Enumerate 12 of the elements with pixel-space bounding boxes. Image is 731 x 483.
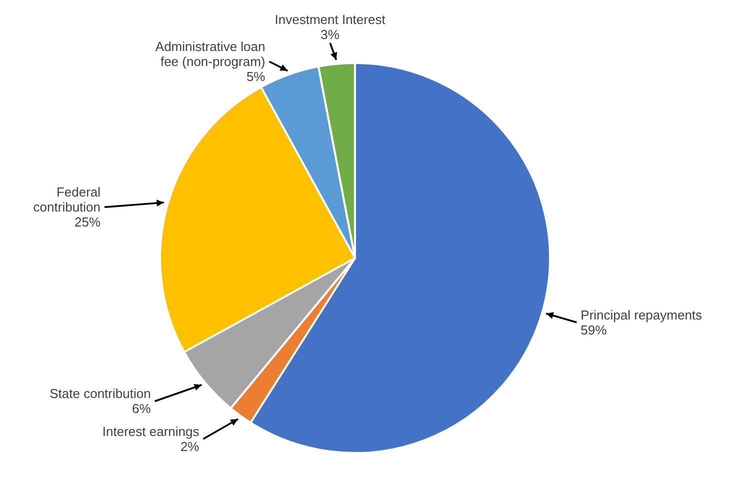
- slice-label: State contribution: [50, 386, 151, 402]
- slice-label: Administrative loan fee (non-program): [155, 39, 266, 70]
- data-label: 3%: [320, 26, 340, 42]
- slice-label: Federal contribution: [33, 184, 101, 215]
- slice-label: Principal repayments: [580, 307, 703, 322]
- data-label: 6%: [132, 401, 152, 416]
- data-label: 59%: [580, 322, 608, 338]
- slice-label: Investment Interest: [274, 12, 386, 27]
- slice-label: Interest earnings: [102, 424, 200, 439]
- data-label: 5%: [246, 69, 266, 84]
- data-label: 25%: [74, 214, 101, 230]
- data-label: 2%: [180, 438, 200, 454]
